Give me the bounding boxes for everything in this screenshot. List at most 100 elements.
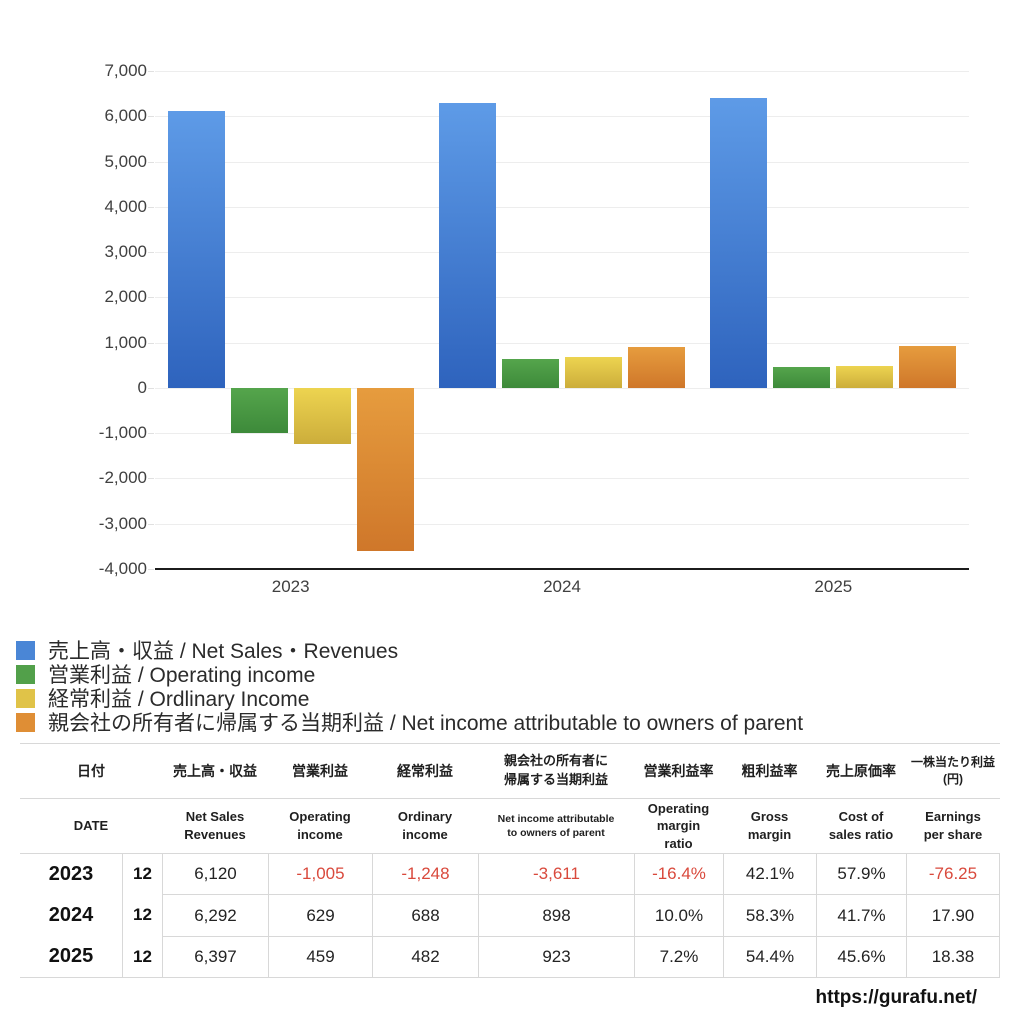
y-axis-tick — [148, 161, 154, 163]
table-header-en: Ordinary income — [372, 798, 478, 853]
y-axis-label: -1,000 — [98, 423, 147, 443]
y-axis-label: 3,000 — [104, 242, 147, 262]
x-axis-line — [155, 568, 969, 570]
y-axis-tick — [148, 297, 154, 299]
table-month: 12 — [122, 853, 162, 894]
bar-net-sales-revenues-2025 — [710, 98, 768, 388]
bar-ordinary-income-2023 — [293, 387, 351, 445]
bar-net-income-parent-2025 — [899, 346, 957, 388]
x-axis-label: 2023 — [271, 577, 310, 596]
table-header-jp: 売上原価率 — [816, 743, 906, 798]
legend-label: 営業利益 / Operating income — [48, 664, 316, 687]
table-year: 2024 — [48, 903, 94, 926]
table-header-jp: 売上高・収益 — [162, 743, 268, 798]
table-header-jp: 営業利益率 — [634, 743, 723, 798]
table-month: 12 — [122, 894, 162, 936]
gridline — [155, 433, 969, 435]
chart-legend: 売上高・収益 / Net Sales・Revenues 営業利益 / Operat… — [16, 638, 804, 735]
table-value: 7.2% — [634, 936, 723, 978]
table-header-en: Cost of sales ratio — [816, 798, 906, 853]
table-value: 482 — [372, 936, 478, 978]
y-axis-tick — [148, 342, 154, 344]
table-value: 54.4% — [723, 936, 816, 978]
legend-label: 親会社の所有者に帰属する当期利益 / Net income attributab… — [48, 712, 804, 735]
table-value: 898 — [478, 894, 634, 936]
x-axis-label: 2024 — [543, 577, 581, 596]
gridline — [155, 161, 969, 163]
y-axis-tick — [148, 478, 154, 480]
table-value: -76.25 — [906, 853, 1000, 894]
table-value: -1,005 — [268, 853, 372, 894]
bar-operating-income-2025 — [773, 367, 831, 388]
y-axis-tick — [148, 206, 154, 208]
y-axis-label: 4,000 — [104, 196, 147, 216]
legend-label: 経常利益 / Ordlinary Income — [48, 688, 310, 711]
y-axis-label: -4,000 — [98, 559, 147, 578]
table-header-en: Net income attributable to owners of par… — [478, 798, 634, 853]
gridline — [155, 71, 969, 72]
table-year: 2025 — [20, 936, 122, 978]
y-axis-label: -2,000 — [98, 468, 147, 488]
bar-operating-income-2024 — [502, 359, 559, 388]
table-header-en: DATE — [20, 798, 162, 853]
gridline — [155, 252, 969, 254]
table-value: 6,397 — [162, 936, 268, 978]
table-header-jp: 一株当たり利益 (円) — [906, 743, 1000, 798]
bar-net-sales-revenues-2023 — [167, 110, 225, 388]
table-year: 2023 — [20, 853, 122, 894]
bar-operating-income-2023 — [230, 387, 288, 434]
x-axis-label: 2025 — [814, 577, 853, 596]
legend-item-ordinary-income: 経常利益 / Ordlinary Income — [16, 686, 803, 711]
table-header-en: Operating margin ratio — [634, 798, 723, 853]
table-value: -1,248 — [372, 853, 478, 894]
y-axis-label: 7,000 — [104, 61, 147, 80]
table-value: 18.38 — [906, 936, 1000, 978]
table-value: -16.4% — [634, 853, 723, 894]
y-axis-label: 1,000 — [104, 332, 147, 352]
y-axis-tick — [148, 569, 154, 570]
table-header-en: Operating income — [268, 798, 372, 853]
table-header-jp: 日付 — [20, 743, 162, 798]
table-value: 10.0% — [634, 894, 723, 936]
table-header-en: Earnings per share — [906, 798, 1000, 853]
legend-swatch-net-income-parent — [16, 712, 35, 732]
table-value: -3,611 — [478, 853, 634, 894]
site-url: https://gurafu.net/ — [815, 987, 977, 1008]
table-value: 6,120 — [162, 853, 268, 894]
gridline — [155, 523, 969, 525]
y-axis-label: 2,000 — [104, 287, 147, 307]
y-axis: 7,000 6,000 5,000 4,000 3,000 2,000 1,000 0 -1,0… — [0, 0, 147, 1024]
legend-item-net-income-parent: 親会社の所有者に帰属する当期利益 / Net income attributab… — [16, 710, 804, 735]
bar-ordinary-income-2024 — [565, 356, 622, 388]
bar-net-income-parent-2023 — [356, 387, 414, 552]
bar-net-income-parent-2024 — [628, 347, 685, 388]
gridline — [155, 478, 969, 480]
table-value: 688 — [372, 894, 478, 936]
table-value: 6,292 — [162, 894, 268, 936]
y-axis-label: 0 — [137, 377, 147, 397]
y-axis-tick — [148, 523, 154, 525]
y-axis-label: -3,000 — [98, 513, 147, 533]
legend-item-net-sales-revenues: 売上高・収益 / Net Sales・Revenues — [16, 638, 803, 663]
y-axis-tick — [148, 71, 154, 72]
bar-ordinary-income-2025 — [836, 366, 894, 388]
gridline — [155, 116, 969, 118]
bar-net-sales-revenues-2024 — [439, 103, 496, 388]
table-month: 12 — [122, 936, 162, 978]
table-header-jp: 営業利益 — [268, 743, 372, 798]
table-value: 629 — [268, 894, 372, 936]
table-value: 459 — [268, 936, 372, 978]
gridline — [155, 297, 969, 299]
table-value: 57.9% — [816, 853, 906, 894]
y-axis-tick — [148, 252, 154, 254]
table-value: 923 — [478, 936, 634, 978]
y-axis-label: 5,000 — [104, 151, 147, 171]
table-value: 42.1% — [723, 853, 816, 894]
y-axis-tick — [148, 387, 154, 389]
legend-item-operating-income: 営業利益 / Operating income — [16, 662, 803, 687]
table-header-jp: 親会社の所有者に 帰属する当期利益 — [478, 743, 634, 798]
gridline — [155, 387, 969, 389]
table-header-en: Gross margin — [723, 798, 816, 853]
legend-label: 売上高・収益 / Net Sales・Revenues — [48, 640, 399, 663]
